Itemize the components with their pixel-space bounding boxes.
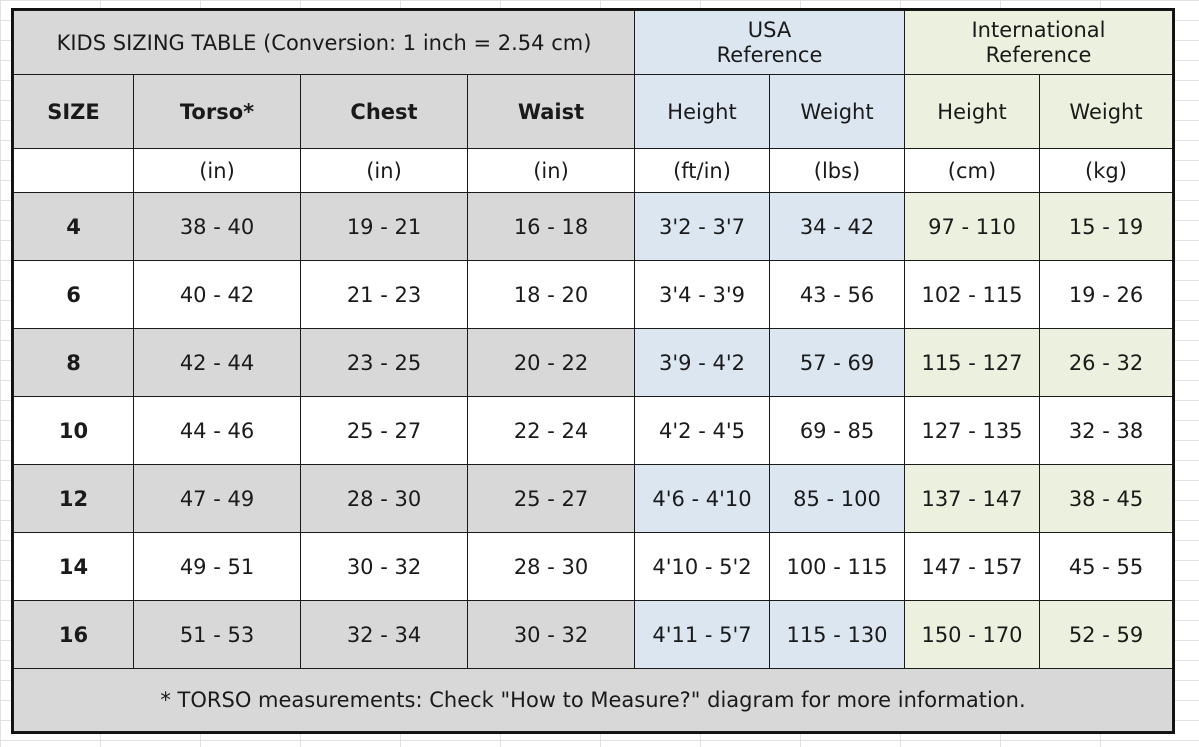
header-usa-height: Height: [634, 74, 770, 149]
title-row: KIDS SIZING TABLE (Conversion: 1 inch = …: [13, 10, 1173, 75]
unit-torso: (in): [133, 148, 301, 193]
usa-weight-cell: 43 - 56: [769, 260, 905, 329]
chest-cell: 19 - 21: [300, 192, 468, 261]
usa-height-cell: 4'10 - 5'2: [634, 532, 770, 601]
chest-cell: 30 - 32: [300, 532, 468, 601]
size-cell: 6: [13, 260, 134, 329]
waist-cell: 20 - 22: [467, 328, 635, 397]
torso-cell: 49 - 51: [133, 532, 301, 601]
footnote-row: * TORSO measurements: Check "How to Meas…: [13, 668, 1173, 732]
size-cell: 14: [13, 532, 134, 601]
table-row: 14 49 - 51 30 - 32 28 - 30 4'10 - 5'2 10…: [13, 532, 1173, 601]
chest-cell: 23 - 25: [300, 328, 468, 397]
size-cell: 10: [13, 396, 134, 465]
intl-height-cell: 147 - 157: [904, 532, 1040, 601]
usa-reference-line2: Reference: [716, 42, 823, 67]
intl-height-cell: 137 - 147: [904, 464, 1040, 533]
unit-usa-height: (ft/in): [634, 148, 770, 193]
unit-intl-height: (cm): [904, 148, 1040, 193]
waist-cell: 18 - 20: [467, 260, 635, 329]
header-usa-weight: Weight: [769, 74, 905, 149]
usa-height-cell: 3'9 - 4'2: [634, 328, 770, 397]
usa-height-cell: 4'6 - 4'10: [634, 464, 770, 533]
header-row: SIZE Torso* Chest Waist Height Weight He…: [13, 74, 1173, 149]
waist-cell: 25 - 27: [467, 464, 635, 533]
intl-weight-cell: 32 - 38: [1039, 396, 1173, 465]
table-row: 12 47 - 49 28 - 30 25 - 27 4'6 - 4'10 85…: [13, 464, 1173, 533]
usa-weight-cell: 85 - 100: [769, 464, 905, 533]
table-title: KIDS SIZING TABLE (Conversion: 1 inch = …: [13, 10, 635, 75]
header-intl-weight: Weight: [1039, 74, 1173, 149]
size-cell: 4: [13, 192, 134, 261]
intl-weight-cell: 45 - 55: [1039, 532, 1173, 601]
size-cell: 12: [13, 464, 134, 533]
header-size: SIZE: [13, 74, 134, 149]
table-row: 8 42 - 44 23 - 25 20 - 22 3'9 - 4'2 57 -…: [13, 328, 1173, 397]
size-cell: 8: [13, 328, 134, 397]
international-reference-header: International Reference: [904, 10, 1173, 75]
table-row: 16 51 - 53 32 - 34 30 - 32 4'11 - 5'7 11…: [13, 600, 1173, 669]
chest-cell: 25 - 27: [300, 396, 468, 465]
intl-height-cell: 127 - 135: [904, 396, 1040, 465]
waist-cell: 22 - 24: [467, 396, 635, 465]
unit-chest: (in): [300, 148, 468, 193]
intl-weight-cell: 26 - 32: [1039, 328, 1173, 397]
table-row: 10 44 - 46 25 - 27 22 - 24 4'2 - 4'5 69 …: [13, 396, 1173, 465]
header-intl-height: Height: [904, 74, 1040, 149]
header-torso: Torso*: [133, 74, 301, 149]
waist-cell: 28 - 30: [467, 532, 635, 601]
intl-height-cell: 115 - 127: [904, 328, 1040, 397]
torso-cell: 47 - 49: [133, 464, 301, 533]
unit-intl-weight: (kg): [1039, 148, 1173, 193]
torso-cell: 51 - 53: [133, 600, 301, 669]
usa-height-cell: 3'2 - 3'7: [634, 192, 770, 261]
usa-reference-line1: USA: [747, 17, 792, 42]
usa-weight-cell: 34 - 42: [769, 192, 905, 261]
intl-weight-cell: 19 - 26: [1039, 260, 1173, 329]
unit-waist: (in): [467, 148, 635, 193]
usa-reference-header: USA Reference: [634, 10, 905, 75]
table-row: 6 40 - 42 21 - 23 18 - 20 3'4 - 3'9 43 -…: [13, 260, 1173, 329]
header-chest: Chest: [300, 74, 468, 149]
waist-cell: 16 - 18: [467, 192, 635, 261]
torso-cell: 38 - 40: [133, 192, 301, 261]
size-cell: 16: [13, 600, 134, 669]
usa-weight-cell: 57 - 69: [769, 328, 905, 397]
unit-usa-weight: (lbs): [769, 148, 905, 193]
intl-weight-cell: 52 - 59: [1039, 600, 1173, 669]
usa-weight-cell: 100 - 115: [769, 532, 905, 601]
torso-cell: 44 - 46: [133, 396, 301, 465]
chest-cell: 21 - 23: [300, 260, 468, 329]
intl-height-cell: 102 - 115: [904, 260, 1040, 329]
intl-reference-line2: Reference: [985, 42, 1092, 67]
torso-footnote: * TORSO measurements: Check "How to Meas…: [13, 668, 1173, 732]
intl-weight-cell: 38 - 45: [1039, 464, 1173, 533]
usa-weight-cell: 115 - 130: [769, 600, 905, 669]
unit-size: [13, 148, 134, 193]
intl-weight-cell: 15 - 19: [1039, 192, 1173, 261]
usa-height-cell: 3'4 - 3'9: [634, 260, 770, 329]
chest-cell: 32 - 34: [300, 600, 468, 669]
units-row: (in) (in) (in) (ft/in) (lbs) (cm) (kg): [13, 148, 1173, 193]
intl-reference-line1: International: [971, 17, 1106, 42]
usa-weight-cell: 69 - 85: [769, 396, 905, 465]
header-waist: Waist: [467, 74, 635, 149]
torso-cell: 40 - 42: [133, 260, 301, 329]
kids-sizing-table: KIDS SIZING TABLE (Conversion: 1 inch = …: [11, 8, 1175, 734]
usa-height-cell: 4'11 - 5'7: [634, 600, 770, 669]
intl-height-cell: 150 - 170: [904, 600, 1040, 669]
waist-cell: 30 - 32: [467, 600, 635, 669]
intl-height-cell: 97 - 110: [904, 192, 1040, 261]
table-row: 4 38 - 40 19 - 21 16 - 18 3'2 - 3'7 34 -…: [13, 192, 1173, 261]
usa-height-cell: 4'2 - 4'5: [634, 396, 770, 465]
chest-cell: 28 - 30: [300, 464, 468, 533]
torso-cell: 42 - 44: [133, 328, 301, 397]
